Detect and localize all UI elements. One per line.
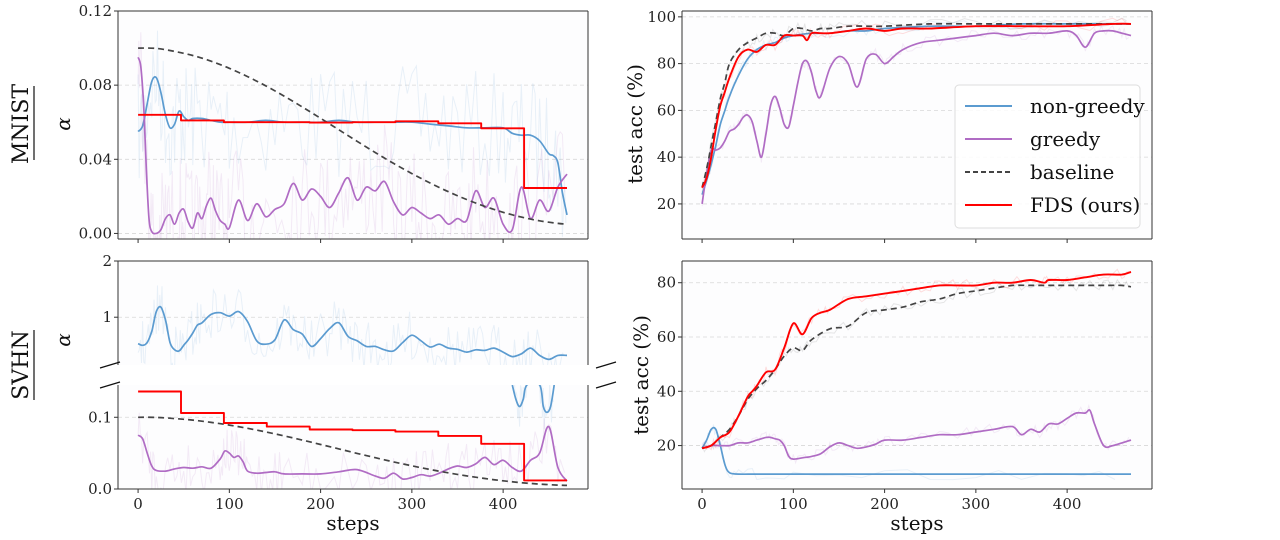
x-tick-label: 300 bbox=[962, 495, 991, 513]
series-line-greedy bbox=[701, 409, 1132, 460]
series-group bbox=[137, 30, 568, 239]
chart-mnist-alpha: 0.00 0.04 0.08 0.12 α bbox=[51, 2, 589, 243]
axis-break-mark bbox=[595, 361, 617, 369]
series-noise-non-greedy bbox=[137, 285, 566, 365]
y-tick-label: 60 bbox=[657, 328, 676, 346]
series-noise-non-greedy bbox=[514, 385, 554, 430]
plot-background bbox=[118, 11, 588, 239]
x-tick-label: 200 bbox=[870, 495, 899, 513]
y-tick-label: 80 bbox=[657, 55, 676, 73]
row-label-mnist-text: MNIST bbox=[9, 84, 34, 165]
y-tick-label: 2 bbox=[102, 252, 112, 270]
series-line-fds-ours- bbox=[138, 390, 567, 482]
series-noise-baseline bbox=[701, 278, 1130, 453]
x-axis-label: steps bbox=[326, 511, 379, 535]
y-tick-label: 80 bbox=[657, 274, 676, 292]
y-axis-label: α bbox=[51, 117, 75, 131]
y-tick-label: 20 bbox=[657, 195, 676, 213]
series-noise-greedy bbox=[137, 32, 566, 239]
y-tick-label: 0.00 bbox=[79, 224, 112, 242]
x-tick-label: 100 bbox=[215, 495, 244, 513]
x-tick-label: 0 bbox=[133, 495, 143, 513]
series-line-baseline bbox=[138, 416, 568, 487]
row-label-mnist: MNIST bbox=[9, 84, 35, 165]
legend: non-greedy greedy baseline FDS (ours) bbox=[954, 84, 1145, 229]
y-tick-label: 60 bbox=[657, 101, 676, 119]
y-tick-label: 40 bbox=[657, 382, 676, 400]
y-tick-label: 20 bbox=[657, 437, 676, 455]
plot-background bbox=[118, 385, 588, 489]
y-axis-label: test acc (%) bbox=[623, 64, 647, 184]
series-line-greedy bbox=[137, 57, 568, 235]
series-line-non-greedy bbox=[137, 305, 568, 361]
x-tick-label: 200 bbox=[306, 495, 335, 513]
plot-background bbox=[118, 261, 588, 365]
x-tick-label: 400 bbox=[1053, 495, 1082, 513]
series-line-baseline bbox=[701, 22, 1131, 188]
y-tick-label: 0.08 bbox=[79, 76, 112, 94]
row-label-svhn-text: SVHN bbox=[9, 330, 34, 399]
x-tick-label: 400 bbox=[489, 495, 518, 513]
series-group bbox=[137, 285, 568, 365]
axis-break-mark bbox=[99, 361, 121, 369]
plot-area: 0.0 0.1 0 100 200 300 400 bbox=[88, 381, 617, 513]
plot-area: 12 bbox=[99, 252, 617, 369]
y-tick-label: 100 bbox=[647, 8, 676, 26]
series-group bbox=[701, 17, 1132, 207]
series-group bbox=[701, 268, 1132, 481]
y-axis-label: α bbox=[51, 333, 75, 347]
legend-label: FDS (ours) bbox=[1030, 193, 1140, 217]
legend-label: greedy bbox=[1030, 127, 1101, 151]
axis-break-mark bbox=[595, 381, 617, 389]
legend-frame bbox=[954, 84, 1141, 229]
plot-area: 20 40 60 80 0 100 200 300 400 bbox=[657, 260, 1153, 513]
x-tick-label: 0 bbox=[697, 495, 707, 513]
series-line-greedy bbox=[137, 425, 568, 482]
y-axis-label: test acc (%) bbox=[629, 315, 653, 435]
legend-label: baseline bbox=[1030, 160, 1114, 184]
x-tick-label: 100 bbox=[779, 495, 808, 513]
chart-svhn-acc: 20 40 60 80 0 100 200 300 400 test acc (%) steps bbox=[629, 260, 1153, 535]
series-noise-fds-ours- bbox=[701, 268, 1129, 451]
axis-break-mark bbox=[99, 381, 121, 389]
series-line-greedy bbox=[701, 29, 1132, 205]
series-line-fds-ours- bbox=[701, 270, 1132, 450]
series-noise-non-greedy bbox=[137, 30, 567, 237]
y-tick-label: 40 bbox=[657, 148, 676, 166]
y-tick-label: 0.04 bbox=[79, 150, 112, 168]
x-axis-label: steps bbox=[890, 511, 943, 535]
plot-background bbox=[682, 261, 1152, 489]
row-label-svhn: SVHN bbox=[9, 330, 35, 400]
legend-label: non-greedy bbox=[1030, 94, 1145, 118]
y-tick-label: 0.0 bbox=[88, 480, 112, 498]
x-tick-label: 300 bbox=[398, 495, 427, 513]
series-line-baseline bbox=[138, 47, 568, 226]
series-line-baseline bbox=[701, 284, 1132, 450]
plot-area: 0.00 0.04 0.08 0.12 bbox=[79, 2, 589, 243]
y-tick-label: 0.1 bbox=[88, 408, 112, 426]
y-tick-label: 1 bbox=[102, 308, 112, 326]
y-tick-label: 0.12 bbox=[79, 2, 112, 20]
series-line-non-greedy bbox=[511, 385, 556, 414]
series-group bbox=[137, 385, 568, 489]
series-line-fds-ours- bbox=[701, 22, 1132, 189]
series-line-fds-ours- bbox=[138, 113, 567, 189]
series-line-non-greedy bbox=[701, 426, 1131, 476]
